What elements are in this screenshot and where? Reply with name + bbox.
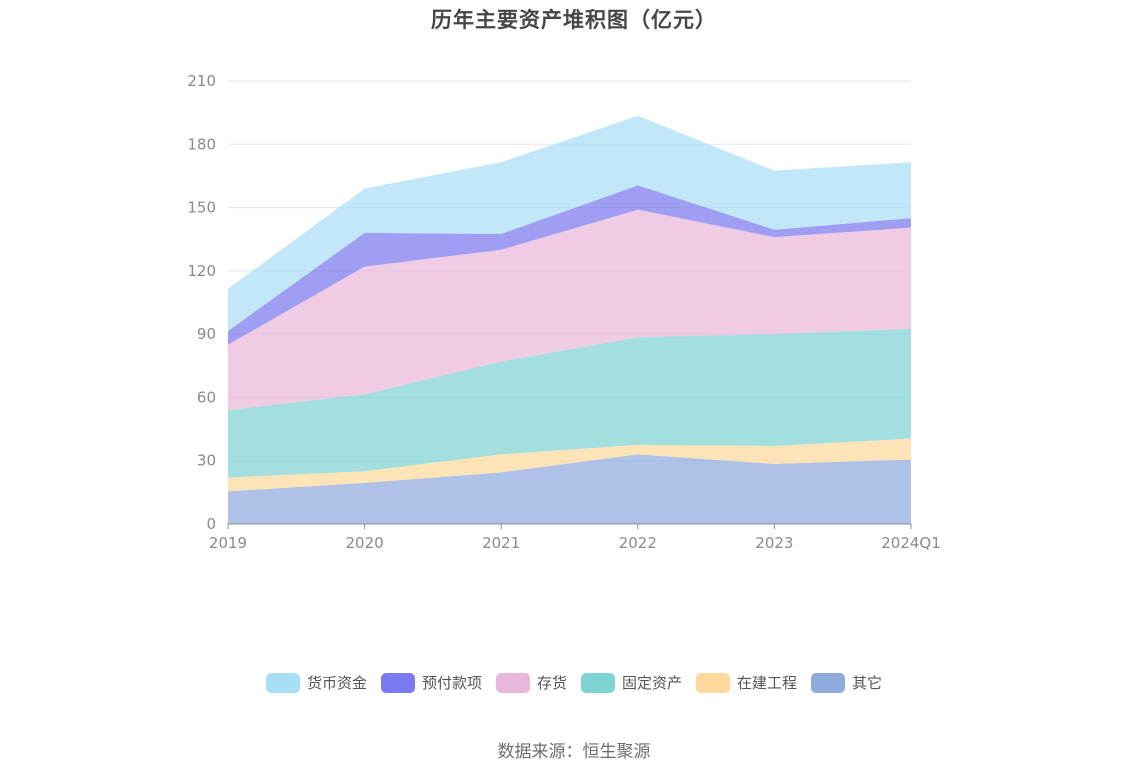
legend-label: 货币资金 [306,674,367,692]
area-series-1 [228,438,911,492]
y-tick-label: 0 [206,515,216,533]
x-tick-label: 2023 [755,534,793,552]
y-tick-label: 60 [197,388,216,406]
stacked-area-chart: 0 30 60 90 120 150 180 210 2019 2020 2021 2022 2023 2… [187,72,940,552]
x-tick-label: 2020 [346,534,384,552]
axes: 0 30 60 90 120 150 180 210 2019 2020 2021 2022 2023 2… [187,72,940,552]
legend-label: 在建工程 [737,674,798,692]
legend-item[interactable]: 存货 [495,672,567,693]
area-series [228,115,911,524]
legend-swatch [581,672,615,693]
x-tick-label: 2019 [209,534,247,552]
legend-label: 存货 [536,674,567,692]
area-series-2 [228,328,911,478]
legend-item[interactable]: 货币资金 [265,672,367,693]
y-tick-label: 30 [197,452,216,470]
x-tick-label: 2024Q1 [881,534,941,552]
y-tick-label: 120 [187,262,216,280]
area-series-5 [228,115,911,331]
legend-swatch [495,672,530,693]
area-series-0 [228,454,911,524]
legend-item[interactable]: 固定资产 [581,672,682,693]
legend-item[interactable]: 在建工程 [696,672,797,693]
legend-label: 固定资产 [622,674,683,692]
y-tick-label: 150 [187,199,216,217]
legend-swatch [811,672,846,693]
legend-item[interactable]: 预付款项 [380,672,482,693]
y-tick-label: 180 [187,135,216,153]
area-series-4 [228,185,911,345]
y-tick-label: 90 [197,325,216,343]
legend-swatch [380,672,415,693]
source-note: 数据来源：恒生聚源 [497,742,651,762]
x-tick-label: 2021 [482,534,520,552]
legend-label: 其它 [852,674,883,692]
legend-swatch [696,672,731,693]
y-tick-label: 210 [187,72,216,90]
legend-label: 预付款项 [421,674,482,692]
legend: 货币资金 预付款项 存货 固定资产 在建工程 其它 [0,672,1148,693]
legend-swatch [265,672,300,693]
legend-item[interactable]: 其它 [811,672,882,693]
area-series-3 [228,209,911,411]
chart-title: 历年主要资产堆积图（亿元） [431,8,717,32]
x-tick-label: 2022 [619,534,657,552]
